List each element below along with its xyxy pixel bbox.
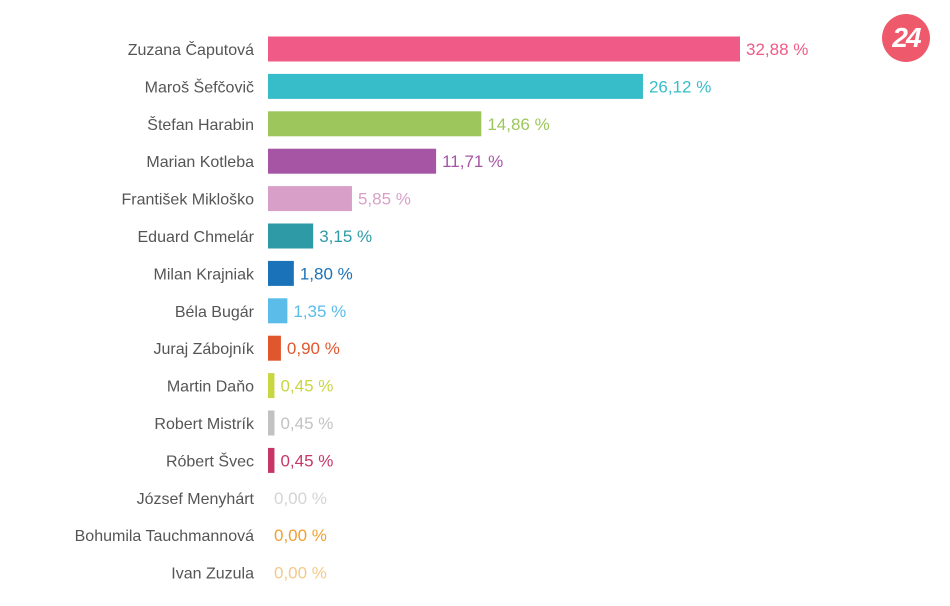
bar [268,111,482,137]
value-label: 32,88 % [746,40,808,59]
value-label: 0,45 % [280,414,333,433]
category-label: Milan Krajniak [154,266,255,283]
category-label: Ivan Zuzula [171,566,254,583]
value-label: 0,45 % [280,377,333,396]
value-label: 14,86 % [487,115,549,134]
value-label: 0,00 % [274,489,327,508]
category-label: Martin Daňo [167,379,254,396]
category-label: Maroš Šefčovič [145,77,254,96]
value-label: 0,00 % [274,564,327,583]
category-label: Bohumila Tauchmannová [75,528,254,545]
bar [268,410,275,436]
value-label: 1,80 % [300,264,353,283]
value-label: 0,45 % [280,451,333,470]
value-label: 5,85 % [358,190,411,209]
category-label: Robert Mistrík [154,416,255,433]
value-label: 1,35 % [293,302,346,321]
bar [268,36,740,62]
value-label: 0,00 % [274,526,327,545]
category-label: Zuzana Čaputová [128,40,254,59]
category-label: František Mikloško [122,192,255,209]
value-label: 11,71 % [442,152,503,171]
value-label: 0,90 % [287,339,340,358]
category-label: Štefan Harabin [147,115,254,134]
bar [268,298,288,324]
bar [268,73,643,99]
bar [268,335,281,361]
category-label: József Menyhárt [137,491,255,508]
category-label: Marian Kotleba [146,154,254,171]
bar [268,148,437,174]
bar [268,223,314,249]
category-label: Juraj Zábojník [154,341,255,358]
category-label: Róbert Švec [166,451,254,470]
bar [268,260,294,286]
value-label: 26,12 % [649,77,711,96]
logo-24-badge: 24 [882,14,930,62]
bar [268,186,352,212]
bar [268,373,275,399]
category-label: Eduard Chmelár [138,229,255,246]
value-label: 3,15 % [319,227,372,246]
category-label: Béla Bugár [175,304,255,321]
bar [268,447,275,473]
